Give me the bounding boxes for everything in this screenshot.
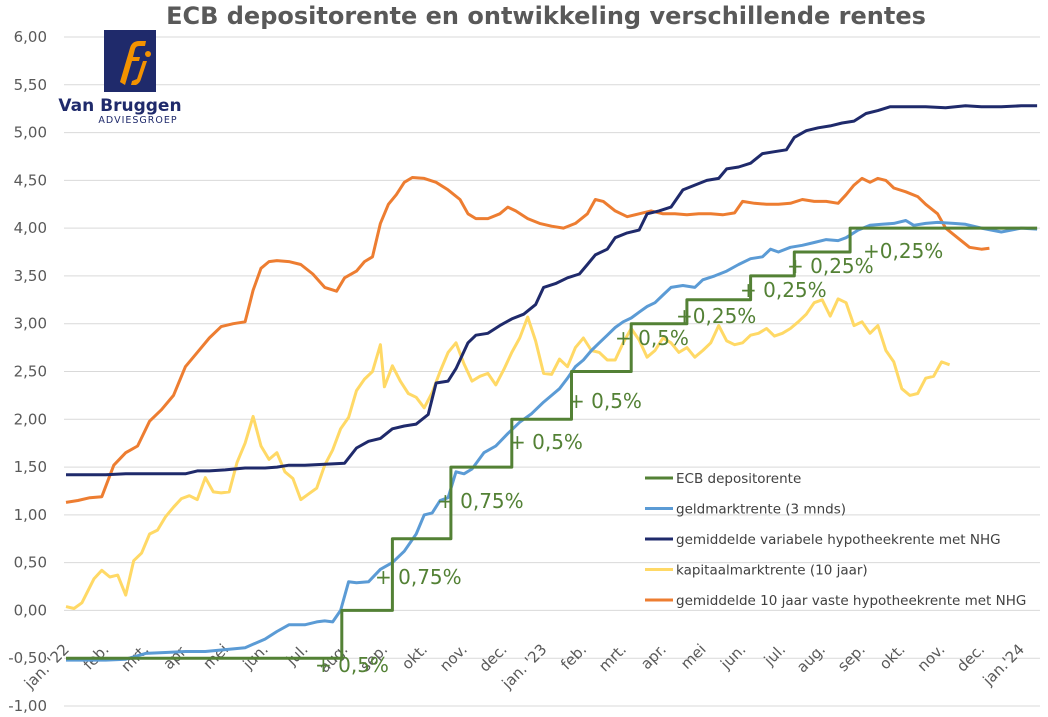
x-tick-label: okt. <box>398 640 431 673</box>
x-tick-label: jul. <box>282 640 311 669</box>
x-tick-label: jun. <box>716 640 749 673</box>
x-tick-label: nov. <box>436 640 471 675</box>
y-tick-label: 2,50 <box>14 363 47 381</box>
y-tick-label: -1,00 <box>8 697 47 715</box>
series-line-3 <box>65 297 951 610</box>
x-tick-label: sep. <box>834 640 869 675</box>
y-tick-label: 2,00 <box>14 410 47 428</box>
y-axis-ticks: -1,00 -0,50 0,00 0,50 1,00 1,50 2,00 2,50 3,00 3,… <box>8 28 47 715</box>
y-tick-label: 0,00 <box>14 601 47 619</box>
series-lines <box>65 104 1038 662</box>
logo-f-glyph <box>120 41 146 85</box>
annotation-label: + 0,25% <box>740 278 827 302</box>
logo-sub: ADVIESGROEP <box>98 115 177 126</box>
annotation-label: + 0,5% <box>568 389 642 413</box>
series-line-0 <box>66 226 1038 660</box>
x-tick-label: jan.'24 <box>979 640 1028 689</box>
y-tick-label: -0,50 <box>8 649 47 667</box>
chart-title: ECB depositorente en ontwikkeling versch… <box>166 2 926 30</box>
x-axis-ticks: jan. '22 feb. mrt. apr. mei jun. jul. aug. sep. o… <box>20 640 1028 693</box>
annotation-label: + 0,25% <box>787 254 874 278</box>
x-tick-label: okt. <box>876 640 909 673</box>
legend-entry: ECB depositorente <box>676 471 801 487</box>
x-tick-label: nov. <box>914 640 949 675</box>
x-tick-label: dec. <box>475 640 510 675</box>
x-tick-label: feb. <box>557 640 590 673</box>
y-tick-label: 1,50 <box>14 458 47 476</box>
x-tick-label: jul. <box>760 640 789 669</box>
y-tick-label: 3,50 <box>14 267 47 285</box>
logo-name: Van Bruggen <box>58 96 181 116</box>
logo-dot <box>145 51 151 57</box>
legend-entry: gemiddelde variabele hypotheekrente met … <box>676 532 1001 548</box>
y-tick-label: 1,00 <box>14 506 47 524</box>
x-tick-label: aug. <box>793 640 829 676</box>
y-tick-label: 4,00 <box>14 219 47 237</box>
x-tick-label: mei <box>199 640 232 673</box>
series-line-2 <box>66 104 1038 477</box>
annotation-label: + 0,75% <box>437 489 524 513</box>
legend-entry: geldmarktrente (3 mnds) <box>676 502 846 518</box>
y-tick-label: 6,00 <box>14 28 47 46</box>
x-tick-label: dec. <box>953 640 988 675</box>
annotation-label: + 0,5% <box>315 653 389 677</box>
annotation-label: + 0,5% <box>509 430 583 454</box>
series-line-1 <box>66 219 1038 662</box>
x-tick-label: mrt. <box>595 640 630 675</box>
gridlines <box>64 36 1040 707</box>
y-tick-label: 0,50 <box>14 554 47 572</box>
legend: ECB depositorente geldmarktrente (3 mnds)… <box>645 471 1026 609</box>
annotation-label: +0,25% <box>863 239 943 263</box>
legend-entry: kapitaalmarktrente (10 jaar) <box>676 563 868 579</box>
logo-j-glyph <box>131 61 147 85</box>
x-tick-label: apr. <box>637 640 670 673</box>
annotation-label: +0,25% <box>676 304 756 328</box>
x-tick-label: apr. <box>160 640 193 673</box>
y-tick-label: 3,00 <box>14 315 47 333</box>
annotation-label: + 0,5% <box>615 326 689 350</box>
annotation-label: + 0,75% <box>375 565 462 589</box>
company-logo: Van Bruggen ADVIESGROEP <box>58 30 182 126</box>
y-tick-label: 5,50 <box>14 76 47 94</box>
step-annotations: + 0,5%+ 0,75%+ 0,75%+ 0,5%+ 0,5%+ 0,5%+0… <box>315 239 943 677</box>
legend-entry: gemiddelde 10 jaar vaste hypotheekrente … <box>676 593 1026 609</box>
x-tick-label: mei <box>677 640 710 673</box>
series-line-4 <box>65 176 990 504</box>
y-tick-label: 5,00 <box>14 124 47 142</box>
y-tick-label: 4,50 <box>14 171 47 189</box>
